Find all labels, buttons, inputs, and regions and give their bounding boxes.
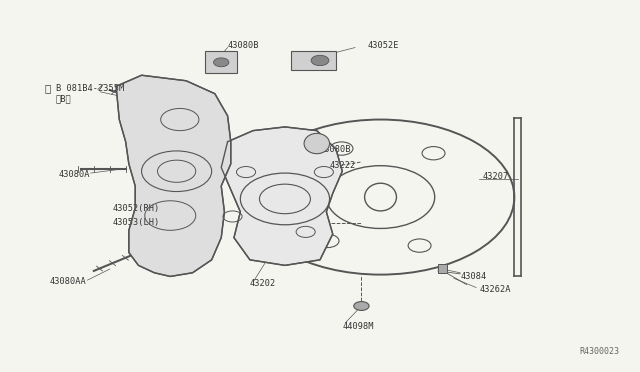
Circle shape [214,58,229,67]
Text: 43052E: 43052E [368,41,399,50]
Text: 43080B: 43080B [228,41,259,50]
Text: 43053(LH): 43053(LH) [113,218,160,227]
Bar [205,51,237,73]
Text: B 081B4-2355M
〈B〉: B 081B4-2355M 〈B〉 [56,84,124,103]
Text: 43202: 43202 [250,279,276,288]
Polygon shape [116,75,231,276]
Text: Ⓑ: Ⓑ [44,83,51,93]
Text: 43084: 43084 [460,272,486,281]
Text: R4300023: R4300023 [579,347,620,356]
Bar [291,51,336,70]
Text: 44098M: 44098M [342,322,374,331]
Text: 43080B: 43080B [320,145,351,154]
Ellipse shape [304,134,330,154]
Circle shape [354,302,369,310]
Bar [438,263,447,273]
Text: 43052(RH): 43052(RH) [113,203,160,213]
Text: 43222: 43222 [330,161,356,170]
Text: 43080AA: 43080AA [49,278,86,286]
Text: 43262A: 43262A [479,285,511,294]
Text: 43207: 43207 [483,172,509,181]
Text: 43080A: 43080A [59,170,90,179]
Polygon shape [221,127,342,265]
Circle shape [311,55,329,65]
